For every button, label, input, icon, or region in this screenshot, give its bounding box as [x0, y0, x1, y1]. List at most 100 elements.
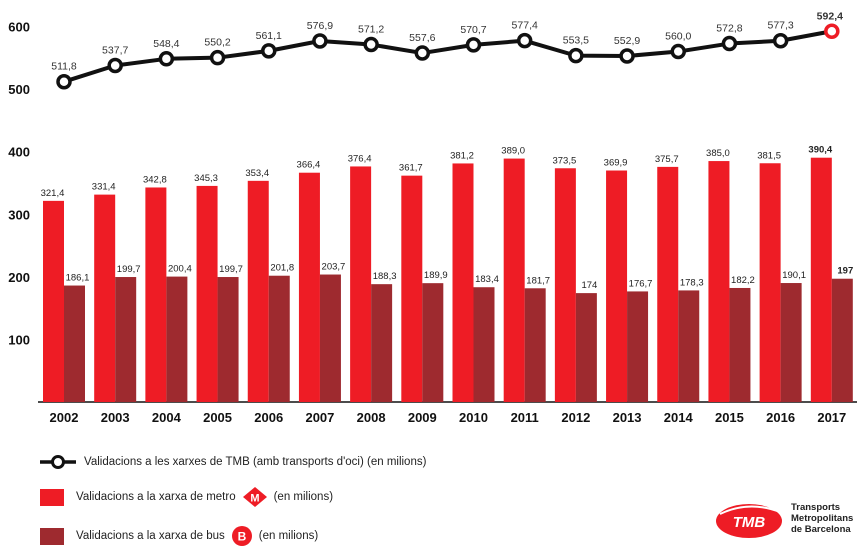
- total-value-label: 548,4: [153, 38, 179, 50]
- total-value-label: 553,5: [563, 35, 589, 47]
- x-tick-label: 2005: [203, 410, 232, 425]
- metro-value-label: 390,4: [808, 145, 832, 156]
- x-tick-label: 2002: [50, 410, 79, 425]
- x-tick-label: 2015: [715, 410, 744, 425]
- bus-value-label: 189,9: [424, 270, 448, 281]
- x-tick-label: 2017: [817, 410, 846, 425]
- bus-value-label: 201,8: [270, 263, 294, 274]
- bus-value-label: 188,3: [373, 271, 397, 282]
- total-value-label: 552,9: [614, 35, 640, 47]
- bus-value-label: 190,1: [782, 270, 806, 281]
- total-point: [414, 45, 431, 61]
- metro-swatch: [40, 488, 64, 506]
- x-tick-label: 2004: [152, 410, 182, 425]
- bus-value-label: 174: [581, 280, 597, 291]
- metro-value-label: 385,0: [706, 148, 730, 159]
- total-point: [516, 32, 533, 49]
- bus-bar: [575, 293, 597, 402]
- legend-item-metro: Validacions a la xarxa de metro M (en mi…: [40, 485, 333, 509]
- total-value-label: 560,0: [665, 31, 691, 43]
- total-value-label: 576,9: [307, 20, 333, 32]
- total-point: [465, 37, 482, 53]
- y-tick-label: 600: [8, 20, 30, 35]
- metro-bar: [759, 163, 781, 402]
- metro-value-label: 331,4: [92, 182, 116, 193]
- total-value-label: 592,4: [817, 10, 843, 22]
- bus-bar: [831, 278, 853, 402]
- total-point: [56, 73, 72, 90]
- bus-swatch: [40, 527, 64, 545]
- metro-bar: [145, 187, 167, 402]
- metro-bar: [503, 158, 525, 402]
- legend-item-total: Validacions a les xarxes de TMB (amb tra…: [40, 450, 426, 474]
- metro-bar: [452, 163, 474, 402]
- total-point: [261, 43, 277, 59]
- metro-bar: [810, 157, 832, 402]
- metro-value-label: 366,4: [297, 160, 321, 171]
- metro-value-label: 321,4: [41, 188, 65, 199]
- bus-value-label: 200,4: [168, 264, 192, 275]
- metro-bar: [196, 185, 218, 402]
- bus-value-label: 199,7: [219, 264, 243, 275]
- metro-value-label: 389,0: [501, 146, 525, 157]
- legend-bus-suffix: (en milions): [258, 530, 319, 542]
- legend-item-bus: Validacions a la xarxa de bus B (en mili…: [40, 524, 318, 548]
- line-marker-icon: [40, 455, 76, 469]
- bus-bar: [473, 287, 495, 402]
- metro-bar: [94, 194, 116, 402]
- total-point: [721, 35, 738, 52]
- metro-value-label: 353,4: [245, 168, 269, 179]
- metro-value-label: 342,8: [143, 174, 167, 185]
- metro-bar: [350, 166, 372, 402]
- y-tick-label: 300: [8, 207, 30, 222]
- metro-m-icon: M: [242, 487, 267, 507]
- total-value-label: 572,8: [716, 23, 742, 35]
- bars-layer: 321,4 186,1 331,4 199,7 342,8 200,4 345,3 199,7…: [41, 145, 853, 402]
- bus-b-icon: B: [231, 526, 252, 546]
- metro-bar: [606, 170, 628, 402]
- legend-bus-label: Validacions a la xarxa de bus: [76, 530, 225, 542]
- total-point: [312, 33, 328, 49]
- total-point: [107, 57, 123, 74]
- bus-glyph: B: [237, 530, 246, 544]
- y-tick-label: 200: [8, 270, 30, 285]
- bus-bar: [678, 290, 700, 402]
- tmb-logo: TMB Transports Metropolitans de Barcelon…: [714, 498, 854, 543]
- bus-bar: [268, 275, 290, 402]
- total-value-label: 571,2: [358, 24, 384, 36]
- metro-bar: [708, 161, 730, 402]
- bus-bar: [524, 288, 546, 402]
- x-tick-label: 2012: [561, 410, 590, 425]
- logo-line-2: Metropolitans: [791, 513, 854, 524]
- x-tick-label: 2013: [613, 410, 642, 425]
- metro-glyph: M: [250, 493, 259, 505]
- total-value-label: 570,7: [460, 24, 486, 36]
- bus-value-label: 203,7: [322, 262, 346, 273]
- metro-bar: [554, 168, 576, 402]
- metro-value-label: 369,9: [604, 158, 628, 169]
- total-point: [772, 32, 789, 49]
- x-tick-label: 2008: [357, 410, 386, 425]
- bus-value-label: 197: [837, 266, 853, 277]
- metro-bar: [657, 166, 679, 402]
- total-point: [568, 47, 584, 64]
- bus-bar: [64, 285, 85, 402]
- total-value-label: 537,7: [102, 45, 128, 57]
- total-line-layer: 511,8 537,7 548,4 550,2 561,1 576,9 571,2 557,6…: [51, 10, 843, 90]
- bus-value-label: 182,2: [731, 275, 755, 286]
- x-tick-label: 2009: [408, 410, 437, 425]
- x-tick-label: 2006: [254, 410, 283, 425]
- total-value-label: 561,1: [256, 30, 282, 42]
- bus-value-label: 199,7: [117, 264, 141, 275]
- bus-value-label: 183,4: [475, 274, 499, 285]
- bus-bar: [627, 291, 649, 402]
- bus-bar: [166, 276, 188, 402]
- total-point: [209, 49, 226, 66]
- metro-bar: [401, 175, 423, 402]
- bus-value-label: 181,7: [526, 275, 550, 286]
- logo-wordmark: Transports Metropolitans de Barcelona: [791, 502, 853, 535]
- total-point: [824, 23, 840, 40]
- total-value-label: 511,8: [51, 61, 77, 73]
- total-point: [158, 51, 175, 67]
- bus-bar: [422, 283, 444, 402]
